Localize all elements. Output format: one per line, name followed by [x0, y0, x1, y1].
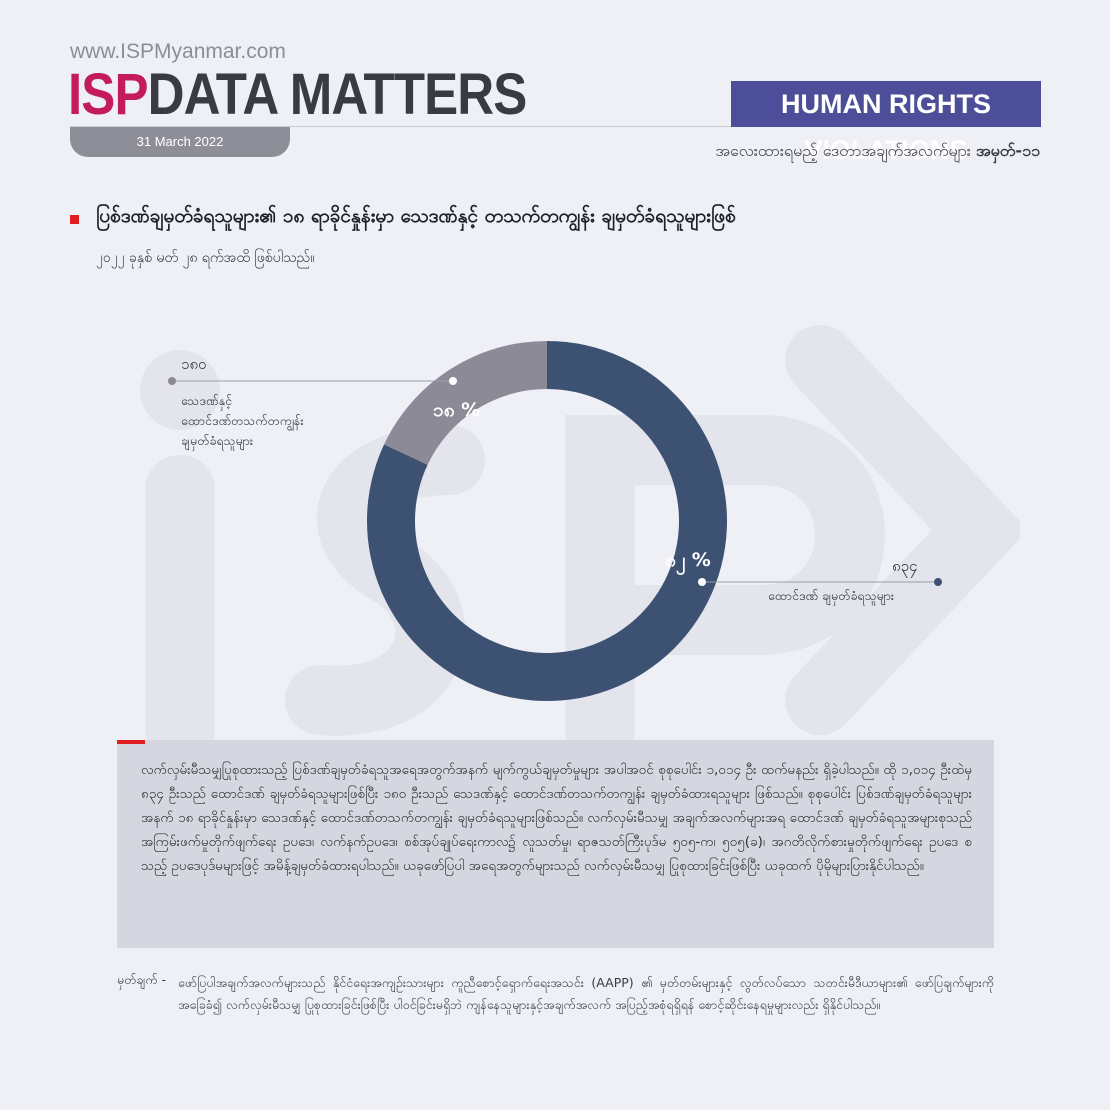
donut-slice-death-life [384, 341, 547, 465]
category-badge: HUMAN RIGHTS VIOLATIONS [731, 81, 1041, 165]
grey-label-line-2: ထောင်ဒဏ်တသက်တကျွန်း [181, 413, 304, 432]
series-label: အလေးထားရမည့် ဒေတာအချက်အလက်များ အမှတ်-၁၁ [715, 140, 1040, 164]
donut-slices [366, 341, 727, 701]
brand-logo: ISPDATA MATTERS [68, 62, 528, 128]
dark-count-label: ၈၃၄ [892, 557, 917, 578]
callout-dot-grey-inner [449, 377, 457, 385]
summary-paragraph: လက်လှမ်းမီသမျှပြုစုထားသည့် ပြစ်ဒဏ်ချမှတ်… [141, 762, 972, 874]
series-prefix: အလေးထားရမည့် ဒေတာအချက်အလက်များ [715, 141, 971, 160]
website-url: www.ISPMyanmar.com [70, 40, 286, 63]
dark-label: ထောင်ဒဏ် ချမှတ်ခံရသူများ [768, 588, 894, 606]
note-label: မှတ်ချက် - [117, 972, 167, 987]
chart-title: ပြစ်ဒဏ်ချမှတ်ခံရသူများ၏ ၁၈ ရာခိုင်နှုန်း… [96, 205, 736, 227]
callout-dot-grey [168, 377, 176, 385]
header-divider [70, 126, 1040, 127]
publish-date: 31 March 2022 [70, 127, 290, 157]
series-number: အမှတ်-၁၁ [975, 141, 1040, 160]
callout-dot-dark [934, 578, 942, 586]
brand-data-matters: DATA MATTERS [147, 62, 528, 127]
grey-label-line-3: ချမှတ်ခံရသူများ [181, 433, 253, 451]
callout-dot-dark-inner [698, 578, 706, 586]
grey-label-line-1: သေဒဏ်နှင့် [181, 393, 232, 411]
summary-box: လက်လှမ်းမီသမျှပြုစုထားသည့် ပြစ်ဒဏ်ချမှတ်… [117, 740, 994, 948]
title-bullet-icon [70, 215, 79, 224]
grey-count-label: ၁၈၀ [181, 355, 206, 373]
grey-percent-label: ၁၈ % [433, 399, 480, 421]
chart-subtitle: ၂၀၂၂ ခုနှစ် မတ် ၂၈ ရက်အထိ ဖြစ်ပါသည်။ [96, 250, 315, 266]
summary-accent-bar [117, 740, 145, 744]
brand-isp: ISP [68, 62, 149, 127]
note-text: ဖော်ပြပါအချက်အလက်များသည် နိုင်ငံရေးအကျဉ်… [178, 975, 994, 1012]
donut-chart: ၁၈၀ သေဒဏ်နှင့် ထောင်ဒဏ်တသက်တကျွန်း ချမှတ… [168, 341, 942, 701]
